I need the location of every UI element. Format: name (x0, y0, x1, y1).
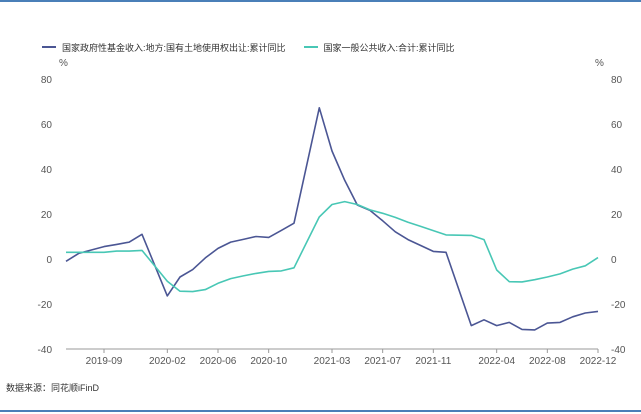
y-unit-left: % (59, 58, 68, 69)
y-tick-label-right: 40 (611, 165, 623, 176)
x-tick-label: 2020-02 (149, 356, 186, 367)
legend-swatch-land-sale-revenue (42, 46, 56, 48)
x-tick-label: 2022-04 (478, 356, 515, 367)
bottom-border-line (0, 410, 641, 412)
y-tick-label-left: 80 (41, 75, 53, 86)
legend-swatch-general-public-revenue (303, 46, 318, 48)
series-line-land-sale-revenue (65, 107, 599, 331)
y-tick-label-right: 20 (611, 210, 623, 221)
y-tick-label-right: 80 (611, 75, 623, 86)
legend-item-land-sale-revenue: 国家政府性基金收入:地方:国有土地使用权出让:累计同比 (42, 41, 286, 54)
y-tick-label-left: -20 (38, 300, 53, 311)
legend-label-land-sale-revenue: 国家政府性基金收入:地方:国有土地使用权出让:累计同比 (62, 42, 286, 53)
series-line-general-public-revenue (66, 200, 599, 293)
x-tick-label: 2021-07 (364, 356, 401, 367)
top-border-line (0, 0, 641, 2)
y-tick-label-left: 20 (41, 210, 53, 221)
legend: 国家政府性基金收入:地方:国有土地使用权出让:累计同比 国家一般公共收入:合计:… (42, 40, 455, 54)
x-tick-label: 2021-03 (314, 356, 351, 367)
axes: -40 -40 -20 -20 0 0 20 20 40 40 60 60 80 80% % 2019-09 2… (38, 58, 626, 367)
series-lines (65, 107, 599, 331)
y-tick-label-left: -40 (38, 345, 53, 356)
x-tick-label: 2022-12 (580, 356, 617, 367)
y-tick-label-left: 60 (41, 120, 53, 131)
source-note: 数据来源：同花顺iFinD (6, 383, 100, 393)
y-tick-label-right: -40 (611, 345, 626, 356)
x-tick-label: 2022-08 (529, 356, 566, 367)
x-tick-label: 2020-06 (200, 356, 237, 367)
legend-item-general-public-revenue: 国家一般公共收入:合计:累计同比 (303, 41, 455, 54)
x-tick-label: 2021-11 (415, 356, 451, 367)
y-tick-label-left: 40 (41, 165, 53, 176)
y-tick-label-right: -20 (611, 300, 626, 311)
y-unit-right: % (595, 58, 604, 69)
y-tick-label-left: 0 (46, 255, 52, 266)
x-tick-label: 2019-09 (86, 356, 123, 367)
x-tick-label: 2020-10 (250, 356, 287, 367)
y-tick-label-right: 0 (611, 255, 617, 266)
legend-label-general-public-revenue: 国家一般公共收入:合计:累计同比 (323, 42, 455, 53)
y-tick-label-right: 60 (611, 120, 623, 131)
